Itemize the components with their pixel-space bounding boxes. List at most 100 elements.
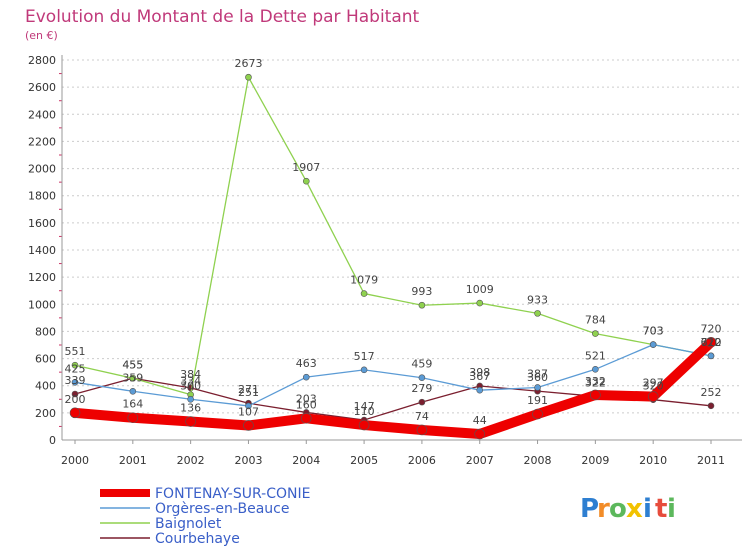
data-label: 203: [296, 392, 317, 405]
x-tick-label: 2010: [639, 454, 667, 467]
data-label: 300: [180, 379, 201, 392]
data-label: 360: [527, 371, 548, 384]
y-tick-label: 200: [35, 407, 56, 420]
data-point: [418, 374, 426, 382]
data-label: 620: [701, 336, 722, 349]
data-label: 551: [65, 345, 86, 358]
data-label: 322: [585, 376, 606, 389]
x-tick-label: 2003: [234, 454, 262, 467]
data-label: 200: [65, 393, 86, 406]
data-label: 1009: [466, 283, 494, 296]
series-line: [70, 337, 716, 440]
data-point: [647, 391, 659, 402]
data-point: [360, 366, 368, 374]
data-point: [476, 386, 484, 394]
data-point: [707, 352, 715, 360]
data-label: 334: [180, 375, 201, 388]
y-tick-label: 1200: [28, 271, 56, 284]
y-tick-label: 0: [49, 434, 56, 447]
y-tick-label: 600: [35, 353, 56, 366]
data-point: [302, 177, 310, 185]
data-labels: 200 164 136 107 160 110 74 44 191 332 297 720 425 359…: [65, 57, 722, 427]
x-tick-label: 2005: [350, 454, 378, 467]
x-tick-label: 2001: [119, 454, 147, 467]
x-tick-label: 2002: [177, 454, 205, 467]
proxiti-logo: Pr o x i t i: [580, 494, 676, 524]
axes: 0 200 400 600 800 1000 1200 1400 1600 1800 2000 220…: [28, 54, 742, 467]
data-label: 521: [585, 349, 606, 362]
data-label: 367: [469, 370, 490, 383]
y-tick-label: 1600: [28, 217, 56, 230]
data-label: 1907: [292, 161, 320, 174]
data-point: [707, 402, 715, 410]
data-label: 107: [238, 405, 259, 418]
data-point: [416, 424, 428, 436]
data-label: 2673: [234, 57, 262, 70]
series-line: [74, 76, 712, 396]
data-point: [474, 428, 486, 440]
y-tick-label: 2000: [28, 163, 56, 176]
y-tick-label: 1400: [28, 244, 56, 257]
logo-letter: o: [609, 494, 627, 524]
data-point: [187, 395, 194, 403]
data-label: 44: [473, 414, 487, 427]
data-label: 398: [469, 366, 490, 379]
data-point: [418, 301, 426, 309]
data-point: [245, 402, 252, 410]
x-tick-label: 2011: [697, 454, 725, 467]
data-label: 279: [411, 382, 432, 395]
data-point: [127, 412, 139, 424]
data-label: 459: [411, 358, 432, 371]
logo-letter: i: [643, 494, 652, 524]
logo-letter: P: [580, 494, 599, 524]
data-label: 110: [354, 405, 375, 418]
data-label: 191: [527, 394, 548, 407]
data-point: [705, 336, 717, 348]
data-label: 425: [65, 362, 86, 375]
logo-letter: x: [626, 494, 643, 524]
legend-label: Orgères-en-Beauce: [155, 501, 289, 517]
data-label: 271: [238, 383, 259, 396]
y-tick-label: 400: [35, 380, 56, 393]
data-label: 993: [411, 285, 432, 298]
data-label: 164: [122, 398, 143, 411]
y-tick-label: 2400: [28, 108, 56, 121]
data-point: [69, 407, 81, 419]
data-label: 387: [527, 367, 548, 380]
data-point: [302, 373, 310, 381]
data-point: [243, 420, 254, 431]
legend-label: Baignolet: [155, 516, 222, 532]
data-label: 252: [701, 386, 722, 399]
data-label: 160: [296, 398, 317, 411]
data-label: 784: [585, 314, 606, 327]
data-point: [129, 374, 137, 382]
x-tick-label: 2008: [524, 454, 552, 467]
data-point: [185, 416, 196, 427]
data-label: 463: [296, 357, 317, 370]
data-point: [245, 73, 252, 81]
data-point: [534, 310, 541, 317]
data-label: 712: [701, 336, 722, 349]
y-tick-label: 2800: [28, 54, 56, 67]
data-point: [358, 419, 370, 431]
y-tick-label: 2200: [28, 135, 56, 148]
logo-letter: i: [667, 494, 676, 524]
data-label: 339: [65, 374, 86, 387]
data-point: [71, 361, 79, 369]
data-label: 720: [701, 322, 722, 335]
y-tick-label: 1000: [28, 298, 56, 311]
x-tick-label: 2007: [466, 454, 494, 467]
data-label: 320: [643, 380, 664, 393]
data-label: 297: [643, 377, 664, 390]
chart-subtitle: (en €): [25, 29, 58, 42]
data-label: 933: [527, 293, 548, 306]
data-point: [590, 389, 601, 401]
y-tick-label: 800: [35, 325, 56, 338]
data-point: [71, 390, 79, 398]
data-point: [476, 299, 484, 307]
y-tick-label: 1800: [28, 190, 56, 203]
data-point: [592, 365, 599, 373]
data-label: 455: [122, 358, 143, 371]
grid: [62, 59, 742, 414]
data-label: 136: [180, 402, 201, 415]
